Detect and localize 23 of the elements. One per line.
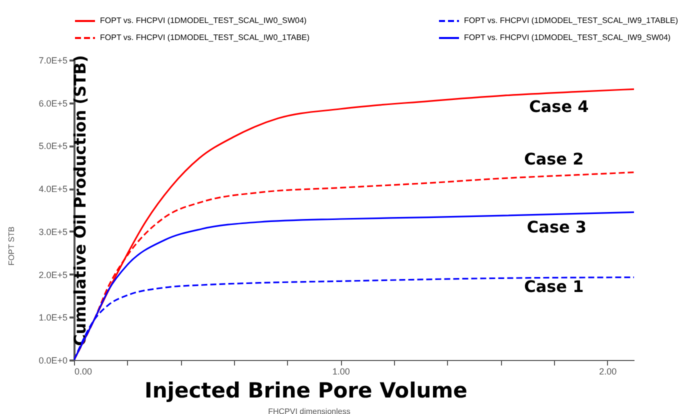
legend-label: FOPT vs. FHCPVI (1DMODEL_TEST_SCAL_IW0_1TABE) (100, 33, 310, 42)
text: FHCPVI dimensionless (268, 407, 350, 414)
y-tick-label: 0.0E+0 (38, 356, 68, 366)
y-tick-label: 5.0E+5 (38, 141, 68, 152)
annotation: Case 2 (524, 149, 584, 168)
x-tick-label: 0.00 (74, 366, 92, 376)
annotation: Case 4 (529, 97, 589, 116)
y-axis-title: Cumulative Oil Production (STB) (70, 55, 90, 346)
y-tick-label: 2.0E+5 (38, 270, 68, 280)
y-tick-label: 4.0E+5 (38, 184, 68, 194)
legend-label: FOPT vs. FHCPVI (1DMODEL_TEST_SCAL_IW9_SW04) (464, 33, 671, 42)
y-tick-label: 6.0E+5 (38, 98, 68, 108)
y-tick-label: 7.0E+5 (38, 56, 68, 66)
x-tick-label: 1.00 (332, 366, 350, 376)
annotation: Case 1 (524, 277, 584, 296)
y-tick-label: 1.0E+5 (38, 312, 68, 323)
y-tick-label: 3.0E+5 (38, 226, 68, 237)
legend-label: FOPT vs. FHCPVI (1DMODEL_TEST_SCAL_IW0_SW04) (100, 16, 307, 25)
x-tick-label: 2.00 (599, 366, 617, 376)
annotation: Case 3 (526, 218, 587, 237)
text: FOPT STB (7, 226, 16, 266)
legend-label: FOPT vs. FHCPVI (1DMODEL_TEST_SCAL_IW9_1TABLE) (464, 16, 678, 25)
x-axis-title: Injected Brine Pore Volume (144, 378, 468, 402)
